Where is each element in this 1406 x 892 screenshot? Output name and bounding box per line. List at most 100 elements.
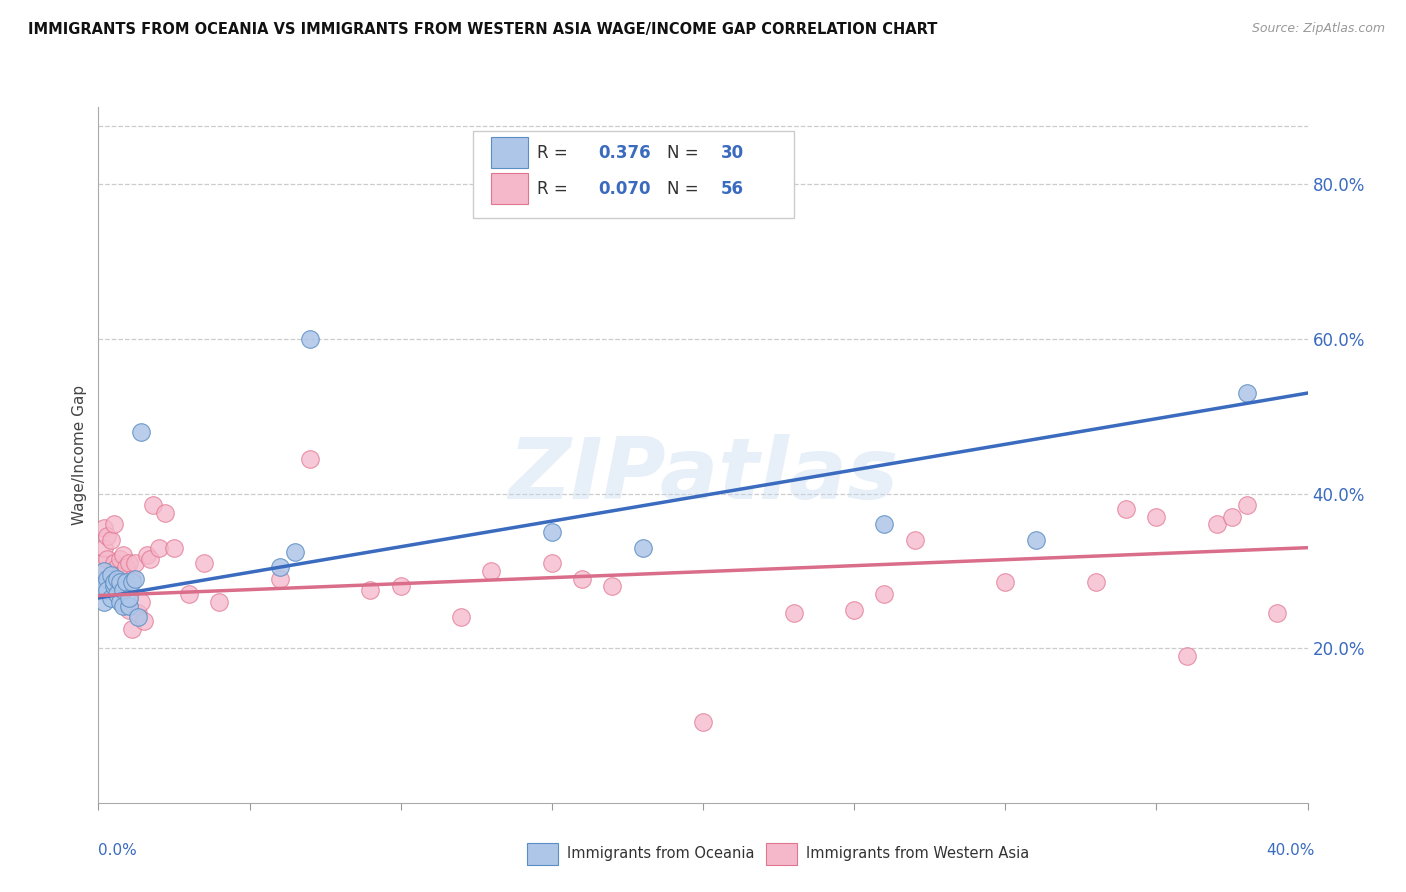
Point (111, 599, 134, 613)
Point (100, 567, 122, 582)
FancyBboxPatch shape (492, 173, 527, 204)
Point (1085, 575, 1108, 590)
Point (103, 575, 125, 590)
Point (114, 560, 136, 574)
Text: Immigrants from Oceania: Immigrants from Oceania (567, 847, 754, 861)
Text: Immigrants from Western Asia: Immigrants from Western Asia (806, 847, 1029, 861)
Point (100, 533, 122, 547)
Point (1144, 509, 1167, 524)
Point (96, 552, 118, 566)
Point (118, 556, 141, 570)
Point (103, 556, 125, 570)
Text: 56: 56 (721, 180, 744, 198)
Point (108, 567, 131, 582)
Point (103, 579, 125, 593)
Point (1220, 509, 1243, 524)
Point (96, 572, 118, 586)
Point (1024, 533, 1046, 547)
Y-axis label: Wage/Income Gap: Wage/Income Gap (72, 384, 87, 525)
Point (148, 541, 170, 555)
Point (124, 572, 146, 586)
Point (90, 579, 112, 593)
Point (179, 587, 201, 601)
Point (105, 560, 128, 574)
Point (121, 622, 143, 636)
Point (105, 579, 128, 593)
FancyBboxPatch shape (474, 131, 793, 219)
Point (1236, 498, 1258, 512)
Point (100, 572, 122, 586)
Point (108, 552, 131, 566)
Text: 0.0%: 0.0% (98, 843, 138, 858)
Point (111, 572, 134, 586)
Text: R =: R = (537, 144, 574, 162)
Text: IMMIGRANTS FROM OCEANIA VS IMMIGRANTS FROM WESTERN ASIA WAGE/INCOME GAP CORRELAT: IMMIGRANTS FROM OCEANIA VS IMMIGRANTS FR… (28, 22, 938, 37)
Point (105, 587, 128, 601)
Point (481, 564, 503, 578)
Point (105, 572, 128, 586)
Point (153, 506, 176, 520)
Point (1236, 386, 1258, 401)
Text: Source: ZipAtlas.com: Source: ZipAtlas.com (1251, 22, 1385, 36)
Point (139, 552, 162, 566)
Point (108, 575, 131, 590)
Text: 30: 30 (721, 144, 744, 162)
Point (127, 610, 149, 624)
Point (121, 572, 143, 586)
Point (96, 529, 118, 543)
Point (129, 595, 152, 609)
Point (121, 575, 143, 590)
Point (114, 575, 136, 590)
Point (873, 517, 896, 532)
Point (904, 533, 927, 547)
Point (103, 517, 125, 532)
Point (571, 572, 593, 586)
Point (299, 451, 322, 466)
Point (844, 602, 866, 616)
Point (100, 591, 122, 605)
Point (90, 556, 112, 570)
Point (163, 541, 186, 555)
Point (142, 498, 165, 512)
Point (118, 599, 141, 613)
Point (111, 583, 134, 598)
Point (93, 521, 115, 535)
Point (93, 564, 115, 578)
Point (135, 549, 157, 563)
Point (208, 595, 231, 609)
Point (193, 556, 215, 570)
Point (1206, 517, 1229, 532)
Point (284, 544, 307, 558)
Text: 0.376: 0.376 (598, 144, 651, 162)
Point (96, 583, 118, 598)
Point (994, 575, 1017, 590)
Point (602, 579, 624, 593)
Point (132, 614, 155, 628)
Point (108, 595, 131, 609)
Point (450, 610, 472, 624)
Point (540, 556, 562, 570)
Point (389, 579, 412, 593)
Point (1115, 502, 1137, 516)
Point (93, 541, 115, 555)
Text: ZIPatlas: ZIPatlas (508, 434, 898, 517)
Text: 40.0%: 40.0% (1267, 843, 1315, 858)
Point (118, 602, 141, 616)
Point (93, 595, 115, 609)
Point (299, 332, 322, 346)
Point (118, 591, 141, 605)
Point (111, 549, 134, 563)
Point (692, 714, 714, 729)
Point (127, 607, 149, 621)
Text: N =: N = (666, 180, 703, 198)
Text: 0.070: 0.070 (598, 180, 651, 198)
Point (1175, 648, 1198, 663)
Text: N =: N = (666, 144, 703, 162)
Point (360, 583, 382, 598)
Point (540, 525, 562, 540)
Point (1267, 607, 1289, 621)
Point (783, 607, 806, 621)
Point (124, 556, 146, 570)
FancyBboxPatch shape (492, 137, 527, 169)
Point (269, 560, 291, 574)
